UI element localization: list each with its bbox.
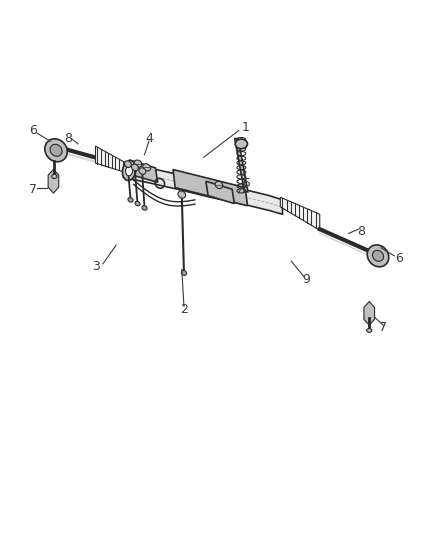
Text: 8: 8 <box>357 225 365 238</box>
Ellipse shape <box>215 181 223 189</box>
Text: 1: 1 <box>241 122 249 134</box>
Ellipse shape <box>143 164 151 171</box>
Ellipse shape <box>135 201 140 206</box>
Text: 9: 9 <box>303 273 311 286</box>
Ellipse shape <box>235 139 247 149</box>
Polygon shape <box>206 181 234 204</box>
Polygon shape <box>48 169 59 193</box>
Ellipse shape <box>128 198 133 202</box>
Text: 7: 7 <box>379 321 387 334</box>
Text: 4: 4 <box>145 132 153 145</box>
Ellipse shape <box>367 245 389 267</box>
Polygon shape <box>280 197 320 230</box>
Text: 6: 6 <box>29 124 37 137</box>
Ellipse shape <box>123 160 136 181</box>
Text: 5: 5 <box>244 177 251 190</box>
Polygon shape <box>95 146 126 173</box>
Text: 7: 7 <box>29 183 37 196</box>
Text: 2: 2 <box>180 303 188 316</box>
Ellipse shape <box>181 270 187 276</box>
Ellipse shape <box>45 139 67 162</box>
Ellipse shape <box>50 144 62 156</box>
Polygon shape <box>129 160 158 182</box>
Polygon shape <box>364 302 374 325</box>
Ellipse shape <box>142 206 147 210</box>
Polygon shape <box>173 169 247 206</box>
Ellipse shape <box>372 251 384 261</box>
Ellipse shape <box>131 164 138 171</box>
Ellipse shape <box>124 161 131 167</box>
Ellipse shape <box>178 191 186 198</box>
Ellipse shape <box>52 174 57 179</box>
Ellipse shape <box>367 328 372 333</box>
Ellipse shape <box>126 165 133 176</box>
Polygon shape <box>235 139 248 192</box>
Ellipse shape <box>134 160 142 167</box>
Text: 3: 3 <box>92 260 100 273</box>
Ellipse shape <box>139 168 146 174</box>
Polygon shape <box>124 163 283 214</box>
Text: 6: 6 <box>395 252 403 265</box>
Text: 8: 8 <box>64 132 72 145</box>
